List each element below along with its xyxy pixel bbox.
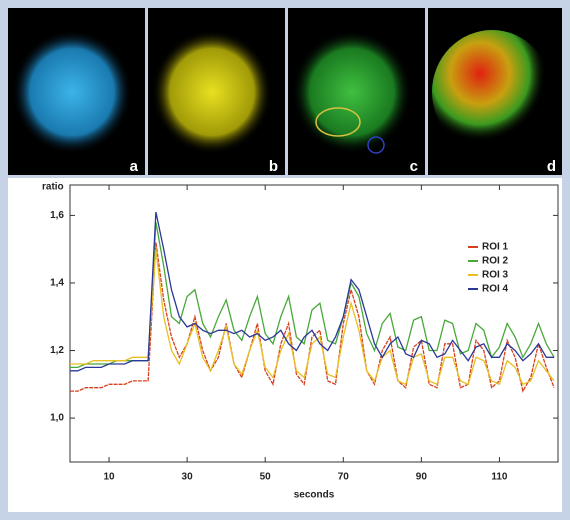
micrographs: a b c d (8, 8, 562, 175)
x-tick-label: 70 (338, 472, 350, 483)
series-line (70, 242, 555, 393)
cell (292, 30, 412, 154)
x-axis-label: seconds (294, 490, 335, 501)
panel-label: c (410, 158, 418, 175)
y-tick-label: 1,6 (50, 210, 64, 221)
cell (152, 30, 272, 154)
y-tick-label: 1,2 (50, 345, 64, 356)
x-tick-label: 10 (103, 472, 115, 483)
panel-label: b (269, 158, 278, 175)
y-tick-label: 1,0 (50, 413, 64, 424)
y-axis-label: ratio (42, 182, 64, 193)
cell (12, 30, 132, 154)
roi-outline (315, 107, 361, 137)
legend-label: ROI 3 (482, 270, 509, 281)
x-tick-label: 90 (416, 472, 428, 483)
x-tick-label: 50 (260, 472, 272, 483)
cell (432, 30, 552, 154)
panel-label: a (130, 158, 139, 175)
x-tick-label: 110 (491, 472, 508, 483)
legend-label: ROI 2 (482, 256, 509, 267)
y-tick-label: 1,4 (50, 278, 64, 289)
x-tick-label: 30 (182, 472, 194, 483)
plot-frame (69, 184, 559, 463)
legend-label: ROI 4 (482, 284, 509, 295)
panel-label: d (547, 158, 556, 175)
series-line (70, 211, 555, 372)
legend-label: ROI 1 (482, 242, 509, 253)
roi-outline (367, 136, 385, 154)
